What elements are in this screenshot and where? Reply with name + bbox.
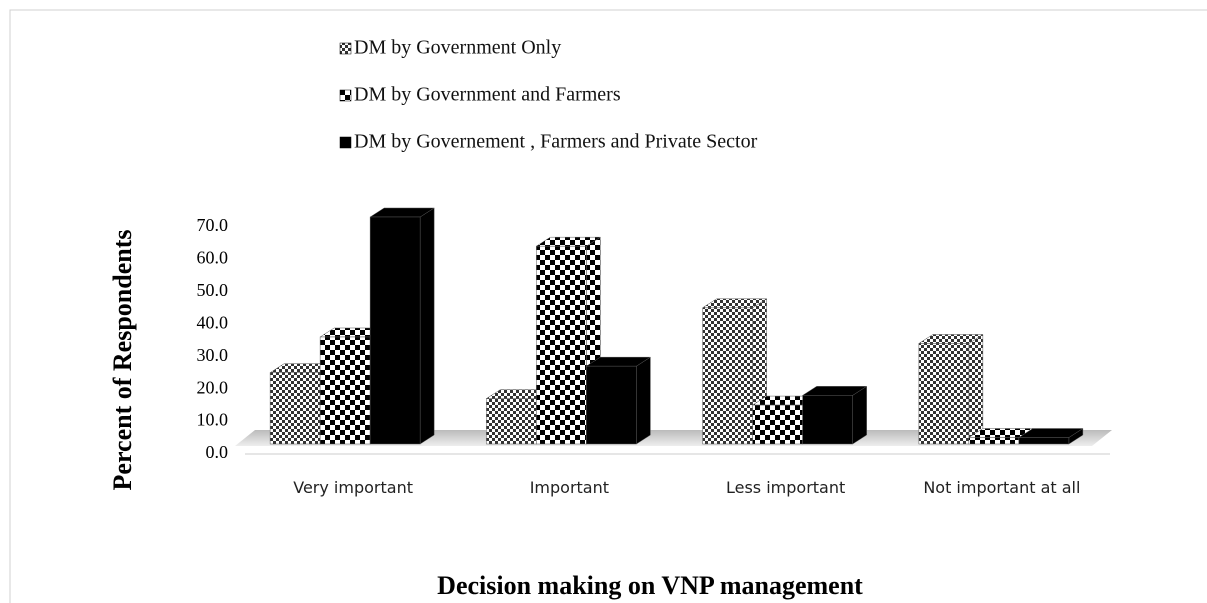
bar-face	[752, 404, 803, 445]
legend-label: DM by Government and Farmers	[354, 84, 621, 106]
y-tick-label: 10.0	[197, 410, 229, 430]
bar-face	[802, 395, 853, 445]
bar	[701, 298, 768, 445]
bar-face	[319, 336, 371, 445]
bar	[585, 356, 652, 445]
bar-face	[369, 216, 421, 445]
legend-swatch	[339, 42, 352, 55]
y-tick-label: 20.0	[197, 377, 229, 397]
x-axis-label: Decision making on VNP management	[437, 571, 863, 600]
bar-face	[852, 385, 867, 445]
bar	[801, 385, 868, 445]
x-tick-label: Not important at all	[923, 478, 1081, 497]
bar-face	[419, 207, 435, 445]
bar-face	[968, 334, 984, 445]
y-tick-label: 0.0	[206, 442, 229, 462]
x-tick-label: Less important	[725, 478, 846, 497]
bar-face	[636, 356, 651, 445]
x-tick-label: Very important	[293, 478, 413, 497]
y-tick-label: 30.0	[197, 345, 229, 365]
y-tick-label: 40.0	[197, 312, 229, 332]
legend-label: DM by Governement , Farmers and Private …	[354, 131, 758, 153]
bar-face	[968, 437, 1020, 445]
legend-swatch	[339, 136, 352, 149]
y-tick-label: 50.0	[197, 280, 229, 300]
y-tick-label: 60.0	[197, 248, 229, 268]
bar	[918, 334, 984, 445]
bar-face	[486, 398, 537, 445]
y-axis-label: Percent of Respondents	[108, 230, 137, 491]
legend-label: DM by Government Only	[354, 37, 561, 59]
floor	[235, 430, 1112, 446]
bar	[369, 207, 435, 445]
y-tick-label: 70.0	[197, 215, 229, 235]
x-tick-label: Important	[529, 478, 610, 497]
bar-face	[1018, 437, 1070, 445]
bar-face	[269, 372, 321, 445]
bar-face	[536, 245, 587, 445]
frame	[9, 9, 1207, 603]
bar-face	[586, 365, 637, 445]
bar-face	[702, 307, 753, 445]
legend-swatch	[339, 89, 352, 102]
bar-face	[918, 343, 970, 445]
bar	[1018, 428, 1084, 445]
